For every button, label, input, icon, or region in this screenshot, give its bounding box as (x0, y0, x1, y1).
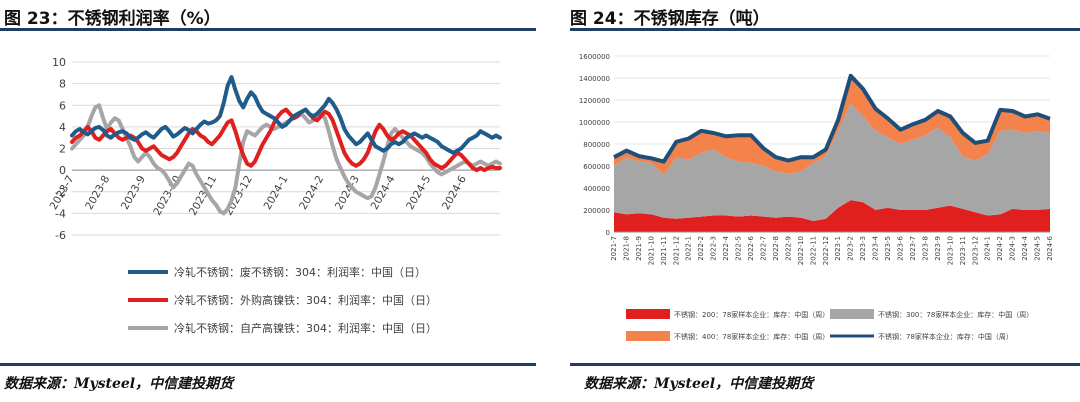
y-tick-label: 2 (59, 143, 66, 156)
y-tick-label: -6 (55, 229, 66, 242)
x-tick-label: 2024-6 (1046, 235, 1054, 260)
right-bottom-rule (570, 363, 1080, 366)
x-tick-label: 2024-1 (984, 236, 992, 261)
y-tick-label: 10 (52, 56, 66, 69)
right-inventory-chart: 0 200000 400000 600000 800000 1000000 1200000 1… (579, 53, 1054, 341)
x-tick-label: 2021-10 (647, 236, 655, 265)
x-tick-label: 2023-12 (971, 236, 979, 265)
x-tick-label: 2023-7 (48, 174, 77, 212)
legend-swatch (830, 309, 874, 319)
x-tick-label: 2022-2 (697, 236, 705, 261)
x-tick-label: 2021-9 (635, 236, 643, 261)
x-tick-label: 2024-4 (1021, 235, 1029, 260)
left-figure: 图 23：不锈钢利润率（%） -6 -4 -2 0 2 4 6 8 10 2023-7 2023-8… (0, 0, 536, 402)
left-bottom-rule (0, 363, 536, 366)
x-tick-label: 2022-5 (735, 236, 743, 261)
x-tick-label: 2023-10 (946, 236, 954, 265)
y-tick-label: 1600000 (579, 53, 610, 61)
x-tick-label: 2024-5 (404, 174, 433, 212)
legend-label: 冷轧不锈钢：废不锈钢：304：利润率：中国（日） (174, 265, 426, 279)
x-tick-label: 2024-5 (1034, 236, 1042, 261)
x-tick-label: 2022-12 (822, 236, 830, 265)
x-tick-label: 2021-7 (610, 236, 618, 261)
y-tick-label: 6 (59, 99, 66, 112)
x-tick-label: 2024-1 (262, 174, 291, 212)
legend-label: 冷轧不锈钢：自产高镍铁：304：利润率：中国（日） (174, 321, 437, 335)
left-title-rule (0, 28, 536, 31)
y-tick-label: 400000 (583, 185, 610, 193)
legend-swatch (626, 331, 670, 341)
legend-label: 不锈钢：200：78家样本企业：库存：中国（周） (674, 310, 829, 319)
y-tick-label: 8 (59, 78, 66, 91)
total-line (613, 73, 1051, 164)
x-tick-label: 2024-2 (996, 236, 1004, 261)
legend-label: 不锈钢：78家样本企业：库存：中国（周） (878, 332, 1013, 341)
area-series (614, 200, 1050, 232)
x-tick-label: 2023-3 (859, 236, 867, 261)
x-tick-label: 2023-8 (83, 174, 112, 212)
x-tick-label: 2022-4 (722, 235, 730, 260)
legend-label: 冷轧不锈钢：外购高镍铁：304：利润率：中国（日） (174, 293, 437, 307)
x-tick-label: 2022-11 (809, 236, 817, 265)
left-figure-title: 图 23：不锈钢利润率（%） (4, 9, 221, 29)
x-tick-label: 2023-9 (119, 174, 148, 212)
x-tick-label: 2022-10 (797, 236, 805, 265)
legend-swatch (626, 309, 670, 319)
series-line (70, 75, 502, 155)
series-line (70, 107, 502, 173)
y-tick-label: 1200000 (579, 97, 610, 105)
x-tick-label: 2023-5 (884, 236, 892, 261)
right-figure: 图 24：不锈钢库存（吨） 0 200000 400000 600000 800000 1… (570, 0, 1080, 402)
x-tick-label: 2022-7 (759, 236, 767, 261)
area-series (614, 75, 1050, 175)
x-tick-label: 2022-9 (784, 236, 792, 261)
x-tick-label: 2022-8 (772, 236, 780, 261)
x-tick-label: 2021-11 (660, 236, 668, 265)
x-tick-label: 2023-7 (909, 236, 917, 261)
y-tick-label: 800000 (583, 141, 610, 149)
x-tick-label: 2023-11 (187, 174, 219, 218)
x-tick-label: 2022-1 (685, 236, 693, 261)
right-figure-title: 图 24：不锈钢库存（吨） (570, 9, 770, 29)
area-series (614, 103, 1050, 221)
x-tick-label: 2021-8 (622, 236, 630, 261)
legend-label: 不锈钢：300：78家样本企业：库存：中国（周） (878, 310, 1033, 319)
x-tick-label: 2023-1 (834, 236, 842, 261)
x-tick-label: 2023-6 (897, 235, 905, 260)
y-tick-label: 1000000 (579, 119, 610, 127)
x-tick-label: 2023-4 (872, 235, 880, 260)
x-tick-label: 2024-3 (1009, 236, 1017, 261)
y-tick-label: 1400000 (579, 75, 610, 83)
right-title-rule (570, 28, 1080, 31)
left-source: 数据来源：Mysteel，中信建投期货 (4, 376, 234, 392)
legend-label: 不锈钢：400：78家样本企业：库存：中国（周） (674, 332, 829, 341)
x-tick-label: 2024-2 (297, 174, 326, 212)
right-source: 数据来源：Mysteel，中信建投期货 (584, 376, 814, 392)
y-tick-label: 200000 (583, 207, 610, 215)
x-tick-label: 2023-8 (921, 236, 929, 261)
y-tick-label: 600000 (583, 163, 610, 171)
x-tick-label: 2024-6 (440, 173, 469, 211)
x-tick-label: 2021-12 (672, 236, 680, 265)
y-tick-label: -4 (55, 207, 66, 220)
x-tick-label: 2022-3 (710, 236, 718, 261)
y-tick-label: 4 (59, 121, 66, 134)
y-tick-label: 0 (606, 229, 610, 237)
x-tick-label: 2022-6 (747, 235, 755, 260)
y-tick-label: -2 (55, 186, 66, 199)
y-tick-label: 0 (59, 164, 66, 177)
x-tick-label: 2023-9 (934, 236, 942, 261)
x-tick-label: 2023-11 (959, 236, 967, 265)
x-tick-label: 2023-2 (847, 236, 855, 261)
